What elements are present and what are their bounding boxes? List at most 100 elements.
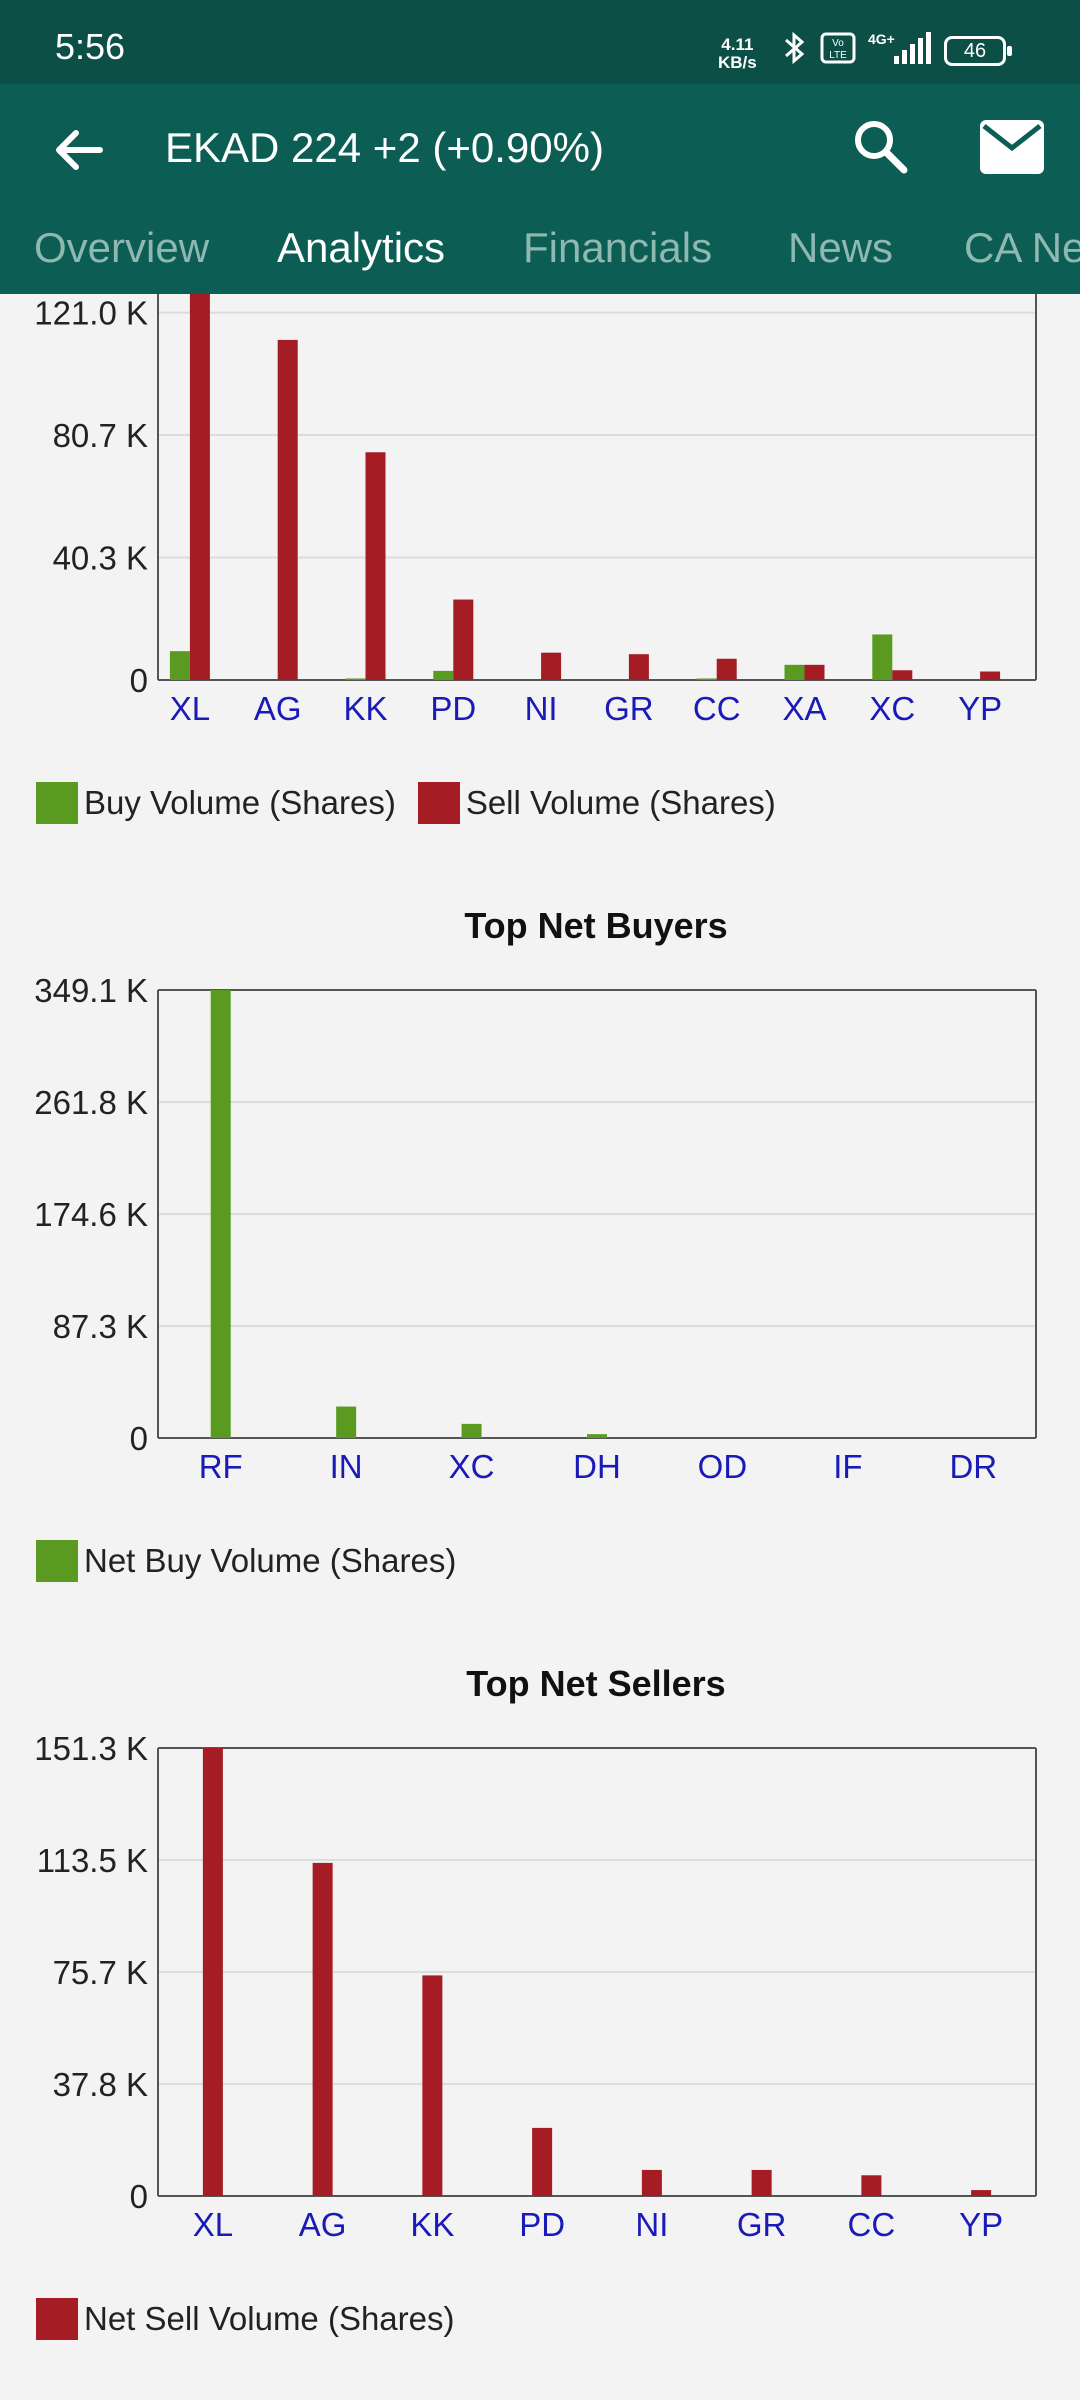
bar <box>433 670 454 680</box>
x-tick-label: CC <box>848 2206 896 2243</box>
svg-text:Vo: Vo <box>832 38 844 49</box>
network-speed-value: 4.11 <box>721 35 754 54</box>
x-tick-label: AG <box>299 2206 347 2243</box>
net-buyers-legend: Net Buy Volume (Shares) <box>36 1540 478 1582</box>
page-title: EKAD 224 +2 (+0.90%) <box>165 124 604 171</box>
bluetooth-icon <box>785 31 805 65</box>
buy-sell-volume-chart: 0 40.3 K 80.7 K 121.0 K XL AG KK PD NI GR CC XA XC YP <box>34 294 1037 727</box>
x-tick-label: CC <box>693 690 741 727</box>
tab-overview[interactable]: Overview <box>34 224 210 271</box>
tab-news[interactable]: News <box>788 224 894 271</box>
battery-icon: 46 <box>944 36 1012 66</box>
bar <box>971 2190 992 2196</box>
tab-financials[interactable]: Financials <box>523 224 713 271</box>
x-tick-label: YP <box>959 2206 1003 2243</box>
y-tick-label: 0 <box>130 2178 148 2215</box>
x-tick-label: GR <box>604 690 654 727</box>
bar <box>892 670 913 680</box>
legend-swatch-net-buy <box>36 1540 78 1582</box>
legend-item-sell: Sell Volume (Shares) <box>417 782 776 824</box>
legend-swatch-sell <box>417 782 460 824</box>
net-buyers-title: Top Net Buyers <box>464 905 728 946</box>
mail-icon[interactable] <box>980 120 1044 174</box>
y-tick-label: 113.5 K <box>37 1842 148 1879</box>
y-tick-label: 121.0 K <box>34 295 148 332</box>
y-tick-label: 0 <box>130 1420 148 1457</box>
tab-bar: Overview Analytics Financials News CA Ne <box>0 224 1080 294</box>
x-tick-label: KK <box>410 2206 454 2243</box>
buy-sell-legend: Buy Volume (Shares) Sell Volume (Shares) <box>36 782 798 824</box>
x-tick-label: XL <box>193 2206 233 2243</box>
bar <box>716 658 737 680</box>
bar <box>541 652 562 680</box>
tab-ca-news[interactable]: CA Ne <box>964 224 1080 271</box>
x-tick-label: AG <box>254 690 302 727</box>
y-tick-label: 40.3 K <box>53 540 148 577</box>
bar <box>189 294 210 680</box>
bar <box>804 664 825 680</box>
svg-text:4G+: 4G+ <box>868 31 895 47</box>
signal-icon: 4G+ <box>868 31 931 64</box>
back-arrow-icon[interactable] <box>50 120 110 180</box>
bar <box>422 1975 443 2196</box>
tab-analytics[interactable]: Analytics <box>277 224 446 271</box>
legend-label-sell: Sell Volume (Shares) <box>465 784 776 821</box>
status-time: 5:56 <box>55 26 126 67</box>
app-toolbar: EKAD 224 +2 (+0.90%) Overview Analytics … <box>0 84 1080 294</box>
y-tick-label: 80.7 K <box>53 417 148 454</box>
net-buyers-chart: 0 87.3 K 174.6 K 261.8 K 349.1 K RF IN XC DH OD IF… <box>34 972 1037 1485</box>
bar <box>461 1423 482 1438</box>
svg-text:LTE: LTE <box>829 50 847 61</box>
bar <box>202 1748 223 2196</box>
bar <box>696 678 717 680</box>
bar <box>277 339 298 680</box>
bar <box>312 1862 333 2196</box>
y-tick-label: 261.8 K <box>34 1084 148 1121</box>
x-tick-label: RF <box>199 1448 243 1485</box>
legend-label-net-sell: Net Sell Volume (Shares) <box>84 2300 455 2337</box>
legend-label-buy: Buy Volume (Shares) <box>84 784 396 821</box>
bar <box>861 2175 882 2196</box>
x-tick-label: XA <box>782 690 826 727</box>
y-tick-label: 174.6 K <box>34 1196 148 1233</box>
net-sellers-chart: 0 37.8 K 75.7 K 113.5 K 151.3 K XL AG KK PD NI GR C… <box>34 1730 1037 2243</box>
bar <box>169 651 190 680</box>
y-tick-label: 37.8 K <box>53 2066 148 2103</box>
x-tick-label: XC <box>449 1448 495 1485</box>
network-speed-unit: KB/s <box>718 53 757 72</box>
net-sellers-legend: Net Sell Volume (Shares) <box>36 2298 477 2340</box>
network-speed: 4.11 KB/s <box>718 36 757 72</box>
legend-label-net-buy: Net Buy Volume (Shares) <box>84 1542 457 1579</box>
bar <box>872 634 893 680</box>
x-tick-label: GR <box>737 2206 787 2243</box>
status-bar: 5:56 4.11 KB/s Vo LTE 4G+ 46 <box>0 0 1080 84</box>
status-icons: Vo LTE 4G+ <box>780 30 936 66</box>
bar <box>345 678 366 680</box>
y-tick-label: 0 <box>130 662 148 699</box>
bar <box>336 1406 357 1438</box>
bar <box>210 990 231 1438</box>
bar <box>980 671 1001 680</box>
bar <box>751 2169 772 2196</box>
x-tick-label: KK <box>343 690 387 727</box>
x-tick-label: PD <box>519 2206 565 2243</box>
legend-swatch-buy <box>36 782 78 824</box>
bar <box>784 664 805 680</box>
x-tick-label: XC <box>869 690 915 727</box>
y-tick-label: 151.3 K <box>34 1730 148 1767</box>
bar <box>641 2169 662 2196</box>
y-tick-label: 75.7 K <box>53 1954 148 1991</box>
x-tick-label: DH <box>573 1448 621 1485</box>
x-tick-label: NI <box>525 690 558 727</box>
y-tick-label: 349.1 K <box>34 972 148 1009</box>
bar <box>587 1434 607 1438</box>
legend-swatch-net-sell <box>36 2298 78 2340</box>
bar <box>453 599 474 680</box>
legend-item-net-buy: Net Buy Volume (Shares) <box>36 1540 456 1582</box>
x-tick-label: YP <box>958 690 1002 727</box>
bar <box>532 2127 553 2196</box>
search-icon[interactable] <box>850 116 910 176</box>
x-tick-label: XL <box>170 690 210 727</box>
y-tick-label: 87.3 K <box>53 1308 148 1345</box>
